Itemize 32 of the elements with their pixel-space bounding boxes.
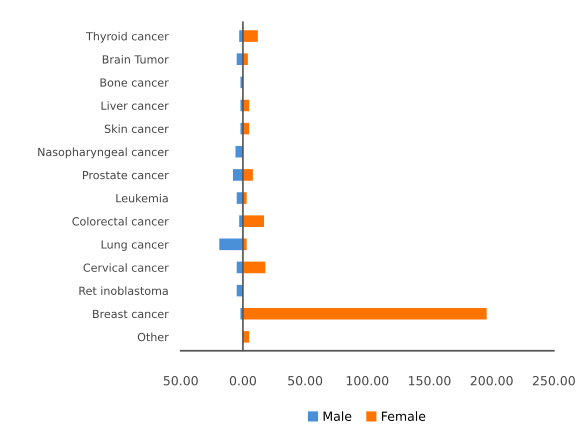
legend-label: Female: [382, 411, 426, 421]
y-tick-label: Skin cancer: [104, 124, 169, 134]
y-tick-label: Prostate cancer: [83, 171, 169, 180]
y-tick-label: Ret inoblastoma: [79, 286, 168, 295]
y-tick-label: Lung cancer: [102, 240, 169, 251]
bar: [242, 169, 253, 181]
x-tick-label: 50.00: [288, 376, 322, 386]
bar: [242, 308, 487, 320]
y-tick-label: Leukemia: [116, 194, 168, 202]
y-tick-label: Colorectal cancer: [72, 216, 169, 226]
bar: [242, 53, 248, 66]
y-tick-label: Brain Tumor: [102, 55, 169, 64]
y-tick-label: Breast cancer: [93, 310, 169, 318]
y-tick-label: Cervical cancer: [84, 263, 169, 272]
bar: [232, 169, 243, 181]
bar: [242, 215, 264, 227]
x-tick-label: 0.00: [230, 376, 256, 386]
x-tick-label: 100.00: [346, 376, 388, 386]
bar: [242, 100, 250, 112]
x-tick-label: 50.00: [164, 376, 198, 386]
bar: [219, 238, 243, 250]
bar: [242, 30, 258, 42]
y-tick-label: Nasopharyngeal cancer: [38, 148, 169, 158]
y-tick-label: Other: [138, 332, 169, 342]
x-tick-label: 200.00: [470, 376, 513, 386]
x-tick-label: 250.00: [532, 376, 575, 386]
legend-label: Male: [324, 411, 352, 421]
bar: [242, 262, 266, 274]
y-tick-label: Bone cancer: [100, 78, 169, 87]
x-tick-label: 150.00: [408, 376, 451, 386]
y-tick-label: Thyroid cancer: [86, 32, 169, 43]
y-tick-label: Liver cancer: [102, 101, 169, 110]
